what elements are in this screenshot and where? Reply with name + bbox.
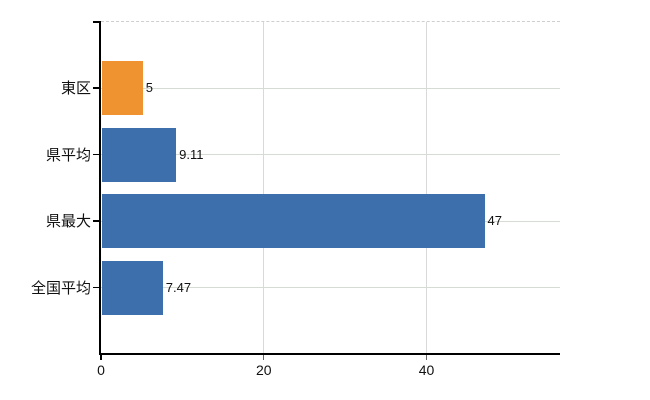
category-label: 県最大 xyxy=(45,213,91,231)
horizontal-gridline xyxy=(101,287,560,289)
vertical-gridline xyxy=(263,22,265,354)
plot-top-dashed-border xyxy=(101,21,560,22)
x-axis-tick xyxy=(263,355,265,360)
category-tick xyxy=(93,153,101,156)
x-axis-line xyxy=(99,353,560,355)
category-label: 東区 xyxy=(60,80,91,98)
y-axis-top-tick xyxy=(93,21,101,23)
horizontal-gridline xyxy=(101,87,560,89)
x-axis-tick xyxy=(100,355,102,360)
x-axis-tick xyxy=(426,355,428,360)
category-label: 全国平均 xyxy=(30,279,91,297)
category-tick xyxy=(93,220,101,222)
bar-2 xyxy=(102,194,485,249)
x-tick-label: 40 xyxy=(418,362,435,378)
value-label: 5 xyxy=(145,80,153,96)
bar-3 xyxy=(102,260,163,315)
x-tick-label: 20 xyxy=(255,362,272,378)
x-tick-label: 0 xyxy=(97,362,105,378)
bar-1 xyxy=(102,127,176,182)
category-tick xyxy=(93,286,101,289)
value-label: 47 xyxy=(487,213,502,229)
category-tick xyxy=(93,87,101,89)
vertical-gridline xyxy=(426,22,428,354)
horizontal-gridline xyxy=(101,154,560,156)
value-label: 9.11 xyxy=(179,146,204,162)
y-axis-line xyxy=(99,22,101,354)
category-label: 県平均 xyxy=(45,146,91,164)
value-label: 7.47 xyxy=(165,279,192,295)
bar-0 xyxy=(102,61,143,116)
